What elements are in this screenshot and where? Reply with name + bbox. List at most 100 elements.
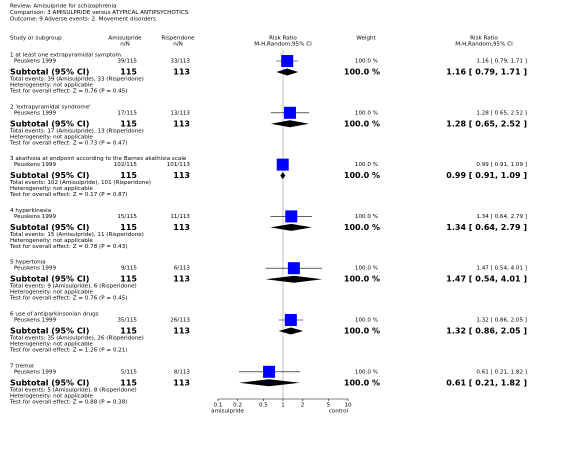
subtotal: Subtotal (95% CI) [10, 171, 89, 180]
subgroup-title: 1 at least one extrapyramidal symptom [10, 53, 121, 59]
tick-label: 2 [301, 403, 305, 409]
comparison: Comparison: 3 AMISULPRIDE versus ATYPICA… [10, 10, 189, 16]
rr-label: 1.28 [ 0.65, 2.52 ] [476, 110, 527, 116]
weight: 100.0 % [355, 318, 378, 324]
rr-label: 0.99 [ 0.91, 1.09 ] [476, 162, 527, 168]
diamond [278, 327, 304, 335]
events: Total events: 9 (Amisulpride), 6 (Risper… [9, 284, 137, 290]
square [276, 158, 289, 171]
col-weight: Weight [356, 36, 376, 42]
subgroup-title: 3 akathisia at endpoint according to the… [10, 156, 187, 162]
exp: 39/115 [117, 59, 137, 65]
ctrl: 101/113 [167, 162, 191, 168]
tick-label: 5 [327, 403, 331, 409]
left-label: amisulpride [211, 409, 244, 415]
weight: 100.0 % [355, 162, 378, 168]
exp: 102/115 [114, 162, 138, 168]
subtotal: Subtotal (95% CI) [10, 223, 89, 232]
test: Test for overall effect: Z = 0.88 (P = 0… [9, 399, 127, 405]
sub-weight: 100.0 % [344, 327, 380, 336]
outcome: Outcome: 9 Adverse events: 2. Movement d… [10, 17, 156, 23]
subgroup-title: 6 use of antiparkinsonian drugs [10, 312, 99, 318]
sub-ctrl: 113 [173, 171, 190, 180]
col-plot-method: M-H,Random,95% CI [254, 42, 312, 48]
square [283, 106, 296, 119]
subtotal: Subtotal (95% CI) [10, 378, 89, 387]
sub-exp: 115 [120, 378, 137, 387]
subtotal: Subtotal (95% CI) [10, 327, 89, 336]
tick-label: 0.2 [233, 403, 242, 409]
weight: 100.0 % [355, 266, 378, 272]
square [285, 210, 298, 223]
sub-label: 1.28 [ 0.65, 2.52 ] [446, 119, 527, 128]
rr-label: 1.16 [ 0.79, 1.71 ] [476, 59, 527, 65]
sub-label: 1.16 [ 0.79, 1.71 ] [446, 68, 527, 77]
events: Total events: 5 (Amisulpride), 8 (Risper… [9, 387, 137, 393]
events: Total events: 102 (Amisulpride), 101 (Ri… [9, 180, 151, 186]
subgroup-title: 5 hypertonia [10, 260, 46, 266]
events: Total events: 17 (Amisulpride), 13 (Risp… [9, 128, 144, 134]
sub-ctrl: 113 [173, 327, 190, 336]
subgroup-title: 2 'extrapyramidal syndrome' [10, 104, 91, 110]
col-exp-unit: n/N [120, 42, 130, 48]
heterogeneity: Heterogeneity: not applicable [10, 186, 93, 192]
exp: 5/115 [121, 369, 138, 375]
sub-weight: 100.0 % [344, 68, 380, 77]
square [287, 262, 300, 275]
tick-label: 1 [281, 403, 285, 409]
test: Test for overall effect: Z = 0.73 (P = 0… [9, 140, 127, 146]
rr-label: 1.47 [ 0.54, 4.01 ] [476, 266, 527, 272]
weight: 100.0 % [355, 59, 378, 65]
subtotal: Subtotal (95% CI) [10, 119, 89, 128]
exp: 17/115 [117, 110, 137, 116]
sub-label: 1.34 [ 0.64, 2.79 ] [446, 223, 527, 232]
ctrl: 26/113 [170, 318, 190, 324]
right-label: control [329, 409, 349, 415]
events: Total events: 35 (Amisulpride), 26 (Risp… [9, 336, 144, 342]
sub-weight: 100.0 % [344, 119, 380, 128]
study: Peuskens 1999 [14, 59, 56, 65]
col-exp: Amisulpride [108, 36, 142, 42]
col-study: Study or subgroup [10, 36, 62, 42]
col-ctrl: Risperidone [161, 36, 195, 42]
heterogeneity: Heterogeneity: not applicable [10, 290, 93, 296]
exp: 35/115 [117, 318, 137, 324]
diamond [270, 223, 312, 231]
exp: 9/115 [121, 266, 138, 272]
study: Peuskens 1999 [14, 110, 56, 116]
weight: 100.0 % [355, 214, 378, 220]
test: Test for overall effect: Z = 0.76 (P = 0… [9, 296, 127, 302]
study: Peuskens 1999 [14, 369, 56, 375]
events: Total events: 39 (Amisulpride), 33 (Risp… [9, 77, 144, 83]
test: Test for overall effect: Z = 0.76 (P = 0… [9, 89, 127, 95]
square [284, 314, 297, 326]
sub-weight: 100.0 % [344, 223, 380, 232]
review: Review: Amisulpride for schizophrenia [10, 4, 117, 10]
study: Peuskens 1999 [14, 318, 56, 324]
diamond [276, 68, 299, 76]
diamond [270, 120, 310, 128]
ctrl: 33/113 [170, 59, 190, 65]
heterogeneity: Heterogeneity: not applicable [10, 134, 93, 140]
ctrl: 8/113 [174, 369, 191, 375]
sub-weight: 100.0 % [344, 171, 380, 180]
exp: 15/115 [117, 214, 137, 220]
test: Test for overall effect: Z = 0.17 (P = 0… [9, 192, 127, 198]
events: Total events: 15 (Amisulpride), 11 (Risp… [9, 232, 144, 238]
tick-label: 10 [344, 403, 352, 409]
sub-ctrl: 113 [173, 378, 190, 387]
sub-label: 1.32 [ 0.86, 2.05 ] [446, 327, 527, 336]
sub-exp: 115 [120, 327, 137, 336]
study: Peuskens 1999 [14, 266, 56, 272]
sub-label: 0.61 [ 0.21, 1.82 ] [446, 378, 527, 387]
ctrl: 13/113 [170, 110, 190, 116]
sub-ctrl: 113 [173, 223, 190, 232]
heterogeneity: Heterogeneity: not applicable [10, 238, 93, 244]
study: Peuskens 1999 [14, 214, 56, 220]
diamond [265, 275, 323, 283]
col-plot: Risk Ratio [269, 36, 297, 42]
sub-ctrl: 113 [173, 275, 190, 284]
test: Test for overall effect: Z = 0.78 (P = 0… [9, 244, 127, 250]
sub-label: 1.47 [ 0.54, 4.01 ] [446, 275, 527, 284]
